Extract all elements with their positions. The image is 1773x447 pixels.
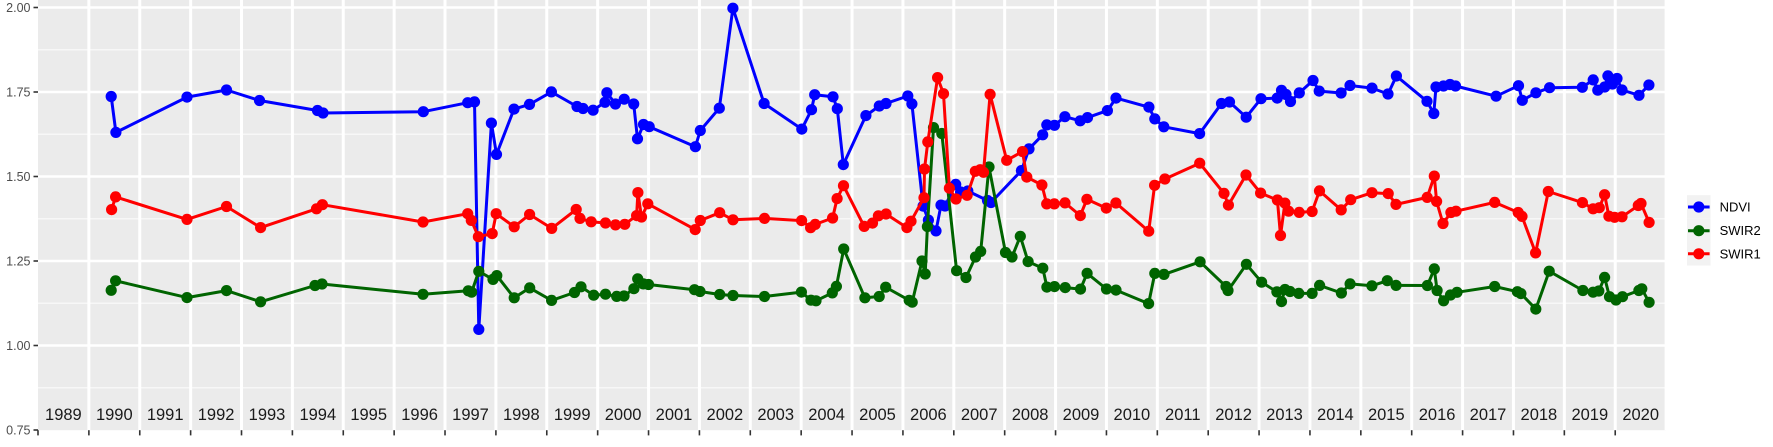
- svg-text:2001: 2001: [656, 406, 693, 424]
- svg-text:1993: 1993: [249, 406, 286, 424]
- svg-text:NDVI: NDVI: [1720, 200, 1751, 215]
- svg-text:SWIR1: SWIR1: [1720, 246, 1761, 261]
- svg-text:2016: 2016: [1419, 406, 1456, 424]
- svg-text:1.75: 1.75: [6, 85, 30, 99]
- svg-text:1994: 1994: [299, 406, 336, 424]
- svg-text:2007: 2007: [961, 406, 998, 424]
- svg-text:2012: 2012: [1215, 406, 1252, 424]
- svg-text:2000: 2000: [605, 406, 642, 424]
- svg-text:2.00: 2.00: [6, 1, 30, 15]
- svg-text:1999: 1999: [554, 406, 591, 424]
- svg-text:1996: 1996: [401, 406, 438, 424]
- svg-text:2020: 2020: [1622, 406, 1659, 424]
- svg-text:1997: 1997: [452, 406, 489, 424]
- svg-text:2013: 2013: [1266, 406, 1303, 424]
- svg-text:2005: 2005: [859, 406, 896, 424]
- svg-text:2006: 2006: [910, 406, 947, 424]
- svg-text:1.50: 1.50: [6, 170, 30, 184]
- svg-text:2019: 2019: [1571, 406, 1608, 424]
- svg-text:1990: 1990: [96, 406, 133, 424]
- svg-text:1989: 1989: [45, 406, 82, 424]
- svg-text:SWIR2: SWIR2: [1720, 223, 1761, 238]
- svg-text:2008: 2008: [1012, 406, 1049, 424]
- svg-text:2018: 2018: [1521, 406, 1558, 424]
- svg-text:2004: 2004: [808, 406, 845, 424]
- svg-text:2010: 2010: [1114, 406, 1151, 424]
- svg-text:2002: 2002: [707, 406, 744, 424]
- svg-text:1995: 1995: [350, 406, 387, 424]
- svg-text:2009: 2009: [1063, 406, 1100, 424]
- svg-text:1.00: 1.00: [6, 339, 30, 353]
- svg-text:2017: 2017: [1470, 406, 1507, 424]
- svg-text:2014: 2014: [1317, 406, 1354, 424]
- svg-text:1992: 1992: [198, 406, 235, 424]
- svg-text:2015: 2015: [1368, 406, 1405, 424]
- svg-text:1.25: 1.25: [6, 254, 30, 268]
- svg-text:2003: 2003: [757, 406, 794, 424]
- svg-text:2011: 2011: [1165, 406, 1200, 424]
- svg-text:1998: 1998: [503, 406, 540, 424]
- svg-text:0.75: 0.75: [6, 423, 30, 437]
- svg-text:1991: 1991: [147, 406, 184, 424]
